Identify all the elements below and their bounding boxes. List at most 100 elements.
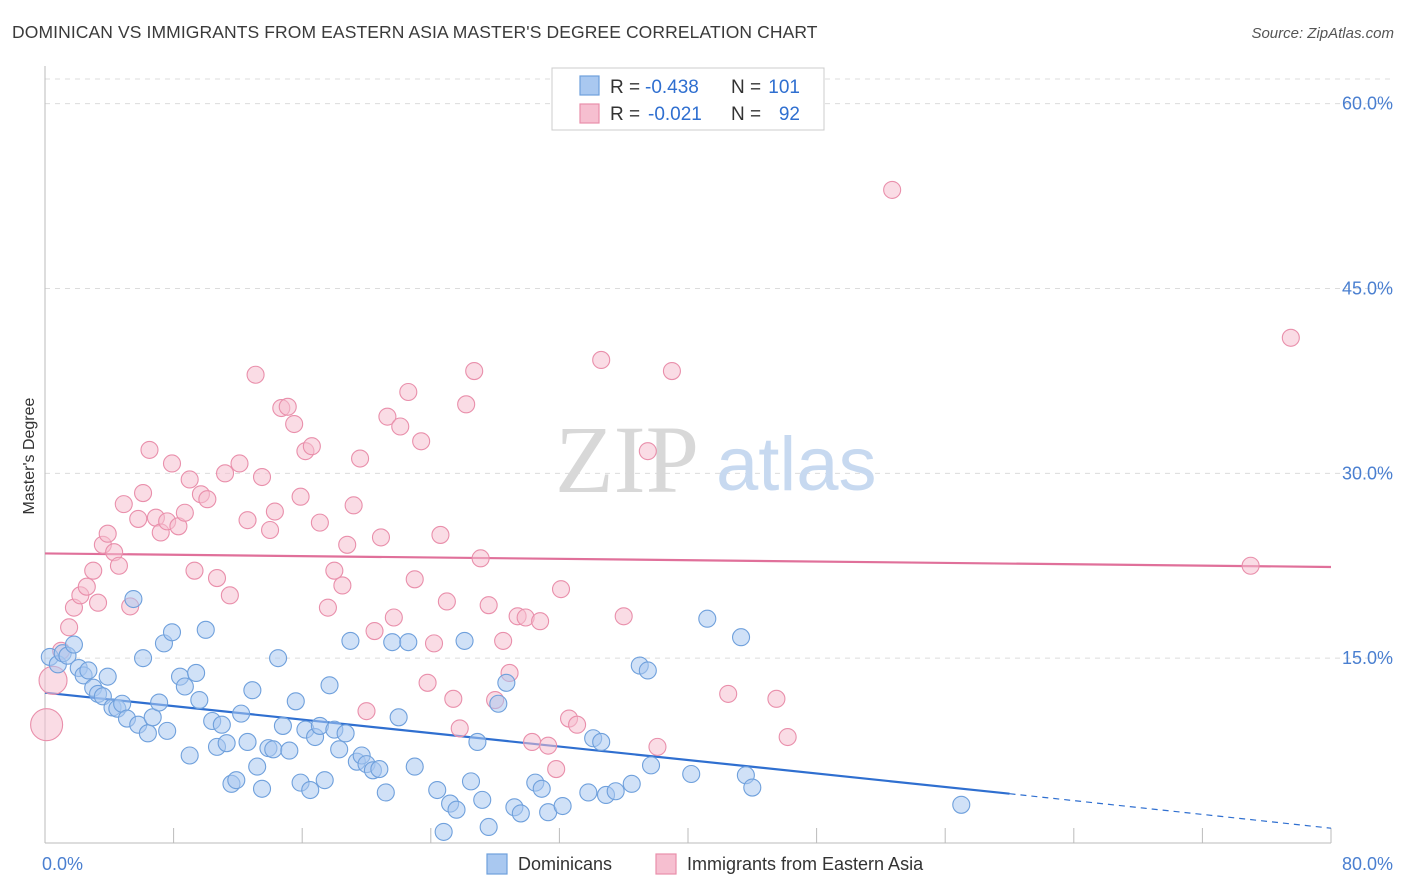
point-dominicans-44: [269, 649, 288, 668]
point-eastern-asia-74: [523, 732, 542, 752]
point-dominicans-40: [248, 757, 267, 776]
point-eastern-asia-13: [114, 495, 133, 514]
watermark-atlas: atlas: [716, 422, 877, 507]
point-dominicans-28: [187, 663, 206, 682]
legend-swatch-dominicans: [579, 75, 600, 96]
point-dominicans-83: [532, 779, 551, 798]
point-dominicans-78: [489, 694, 508, 713]
bottom-legend-label-eastern-asia: Immigrants from Eastern Asia: [687, 854, 924, 874]
point-eastern-asia-67: [471, 549, 490, 568]
point-dominicans-21: [150, 693, 169, 712]
x-tick-label-0: 0.0%: [42, 854, 83, 874]
point-eastern-asia-63: [444, 689, 463, 708]
bottom-legend: Dominicans Immigrants from Eastern Asia: [486, 853, 924, 875]
point-dominicans-41: [252, 779, 272, 798]
point-eastern-asia-29: [215, 464, 235, 483]
point-dominicans-79: [497, 673, 516, 692]
point-eastern-asia-68: [479, 596, 498, 615]
point-dominicans-95: [682, 764, 701, 784]
point-dominicans-67: [399, 633, 418, 652]
point-eastern-asia-66: [465, 361, 484, 381]
point-eastern-asia-48: [344, 496, 363, 515]
point-dominicans-54: [320, 676, 339, 695]
point-eastern-asia-16: [134, 483, 153, 503]
point-dominicans-70: [434, 822, 453, 841]
legend-swatch-eastern-asia: [579, 103, 600, 124]
point-eastern-asia-45: [325, 561, 344, 580]
point-dominicans-75: [468, 732, 487, 752]
point-dominicans-86: [579, 783, 598, 802]
point-dominicans-58: [341, 631, 360, 650]
point-eastern-asia-86: [719, 684, 738, 703]
legend-n-label-1: N =: [731, 77, 761, 98]
point-eastern-asia-51: [365, 622, 384, 641]
y-tick-label-2: 45.0%: [1342, 278, 1393, 298]
point-eastern-asia-6: [77, 577, 96, 596]
point-eastern-asia-55: [391, 417, 410, 436]
point-dominicans-77: [479, 817, 498, 837]
gridlines: [45, 78, 1393, 659]
legend-n-label-2: N =: [731, 104, 761, 125]
point-eastern-asia-83: [638, 442, 657, 461]
point-dominicans-94: [641, 756, 661, 775]
x-tick-label-1: 80.0%: [1342, 854, 1393, 874]
point-eastern-asia-34: [252, 467, 272, 487]
point-eastern-asia-15: [129, 509, 148, 528]
legend-n-value-2: 92: [779, 104, 800, 125]
point-eastern-asia-3: [60, 618, 79, 637]
point-dominicans-56: [330, 740, 349, 759]
series-dominicans-points: [40, 589, 971, 841]
y-axis-label: Master's Degree: [21, 397, 38, 514]
point-dominicans-73: [455, 631, 474, 650]
bottom-legend-label-dominicans: Dominicans: [518, 854, 612, 874]
point-dominicans-38: [238, 732, 257, 752]
point-eastern-asia-8: [88, 593, 108, 612]
point-eastern-asia-31: [230, 454, 249, 473]
point-eastern-asia-46: [333, 576, 352, 595]
y-tick-label-0: 15.0%: [1342, 648, 1393, 668]
point-eastern-asia-28: [207, 569, 227, 588]
point-dominicans-34: [217, 734, 236, 753]
point-eastern-asia-39: [285, 414, 304, 434]
point-dominicans-90: [606, 782, 625, 801]
point-dominicans-69: [428, 780, 447, 800]
point-eastern-asia-33: [246, 365, 265, 384]
point-dominicans-26: [175, 677, 194, 696]
point-eastern-asia-57: [405, 570, 424, 589]
point-dominicans-85: [553, 796, 572, 816]
point-eastern-asia-77: [547, 760, 566, 779]
legend-r-label-1: R =: [610, 77, 640, 98]
legend-r-value-1: -0.438: [645, 77, 699, 98]
source-label: Source: ZipAtlas.com: [1251, 25, 1394, 42]
point-eastern-asia-25: [185, 561, 204, 580]
point-eastern-asia-85: [662, 361, 681, 381]
point-eastern-asia-40: [291, 487, 310, 506]
point-dominicans-91: [622, 774, 641, 793]
point-eastern-asia-59: [418, 673, 437, 692]
point-eastern-asia-81: [592, 350, 611, 370]
point-eastern-asia-35: [260, 520, 280, 540]
point-eastern-asia-54: [384, 608, 403, 627]
point-eastern-asia-61: [431, 525, 450, 544]
point-eastern-asia-82: [614, 607, 633, 626]
point-eastern-asia-80: [568, 715, 587, 734]
point-dominicans-43: [264, 740, 283, 759]
point-eastern-asia-65: [457, 395, 476, 414]
point-eastern-asia-12: [109, 556, 128, 575]
point-eastern-asia-53: [378, 407, 397, 426]
point-eastern-asia-75: [531, 612, 550, 631]
point-dominicans-37: [232, 704, 251, 723]
point-eastern-asia-89: [883, 180, 902, 199]
point-eastern-asia-64: [450, 719, 469, 738]
point-eastern-asia-44: [318, 598, 337, 617]
point-eastern-asia-52: [371, 528, 391, 547]
point-eastern-asia-62: [437, 592, 456, 611]
point-eastern-asia-90: [1281, 328, 1300, 347]
point-dominicans-23: [158, 721, 177, 740]
point-eastern-asia-10: [98, 524, 117, 543]
point-dominicans-50: [301, 780, 320, 800]
point-dominicans-63: [370, 760, 389, 779]
point-dominicans-68: [405, 757, 424, 776]
point-eastern-asia-17: [140, 440, 159, 459]
point-eastern-asia-43: [310, 513, 329, 532]
